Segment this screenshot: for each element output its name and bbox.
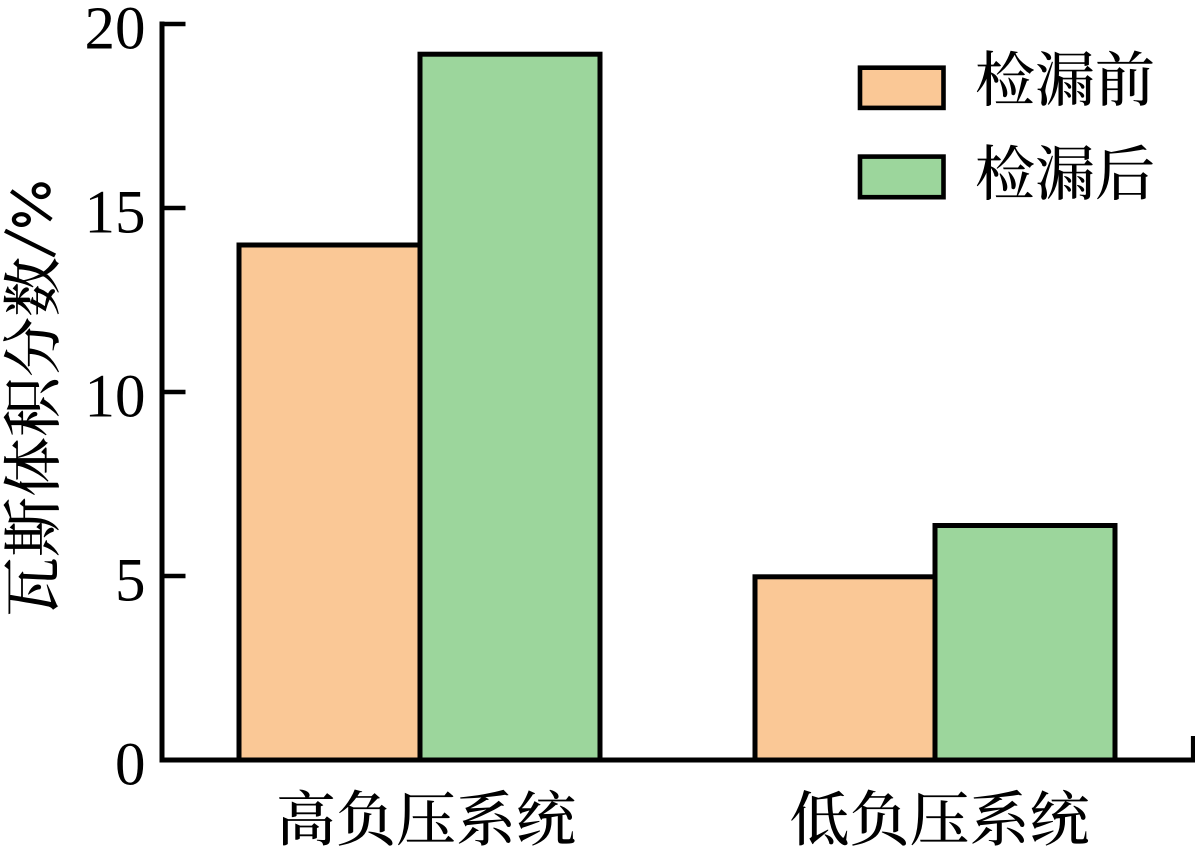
svg-text:5: 5 [115,548,146,615]
svg-text:15: 15 [85,180,146,247]
svg-text:10: 10 [85,364,146,431]
svg-text:0: 0 [115,732,146,799]
svg-text:20: 20 [85,0,146,63]
